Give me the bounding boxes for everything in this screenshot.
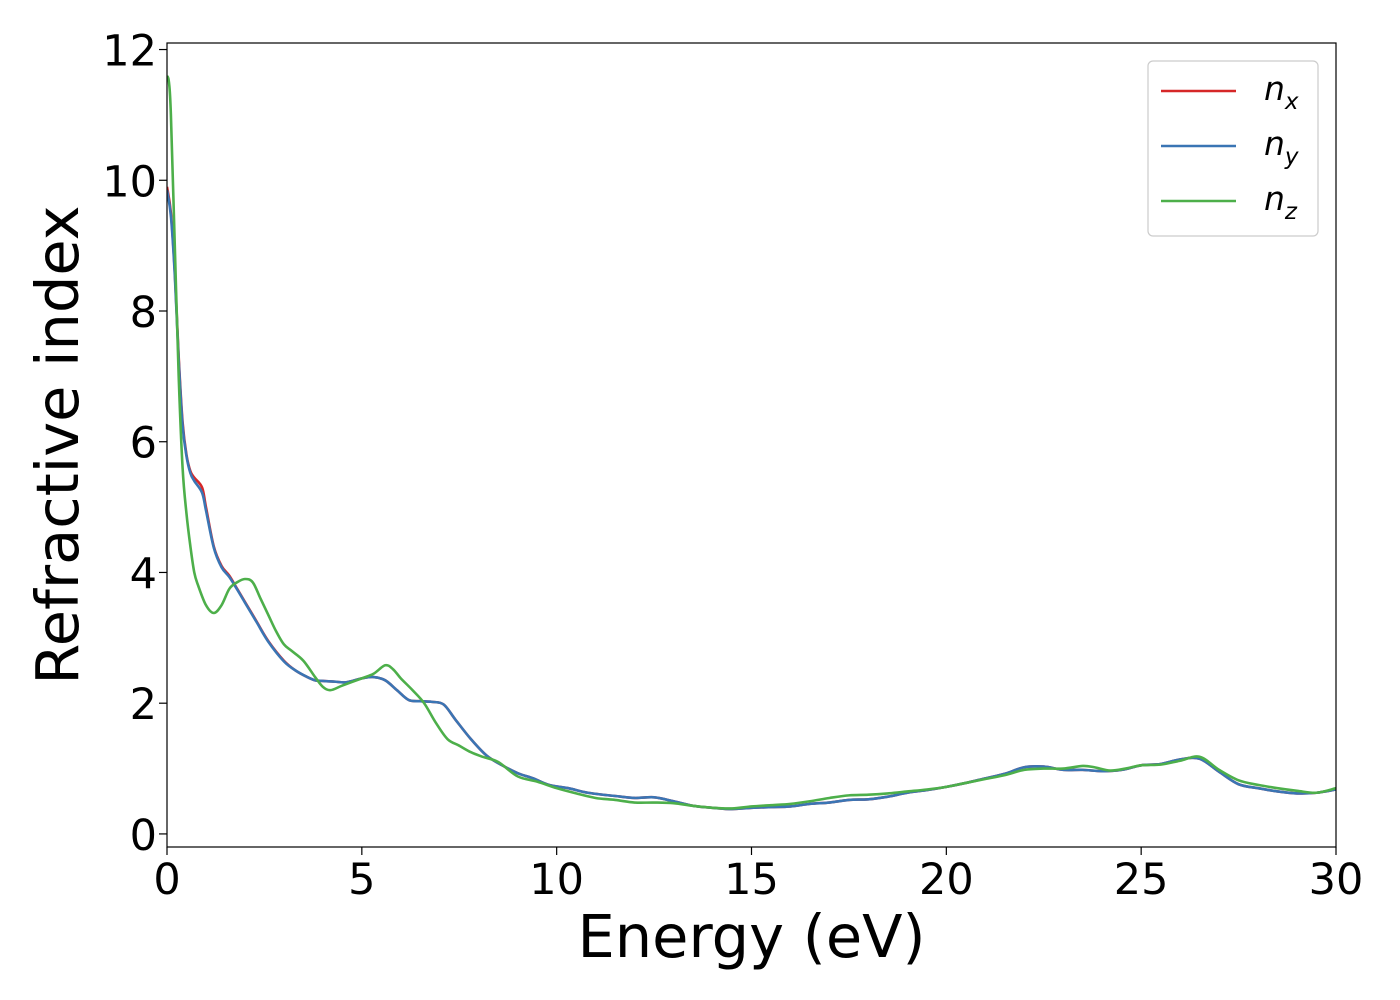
legend-label-z: nz xyxy=(1264,179,1298,225)
x-tick-label: 25 xyxy=(1114,855,1169,905)
series-line-y xyxy=(167,189,1336,811)
x-tick-label: 15 xyxy=(724,855,779,905)
legend-label-y: ny xyxy=(1264,124,1299,170)
legend-label-x: nx xyxy=(1264,69,1299,115)
legend-box xyxy=(1147,60,1319,237)
y-tick-label: 0 xyxy=(130,811,157,861)
x-axis-title: Energy (eV) xyxy=(577,902,925,971)
y-tick-label: 2 xyxy=(130,680,157,730)
x-tick-label: 20 xyxy=(919,855,974,905)
x-axis-ticks: 0 5 10 15 20 25 30 xyxy=(153,847,1363,905)
legend-label-subscript: x xyxy=(1284,89,1299,115)
legend-label-subscript: z xyxy=(1284,199,1298,225)
y-tick-label: 8 xyxy=(130,288,157,338)
y-tick-label: 10 xyxy=(102,157,157,207)
plot-area-frame xyxy=(166,42,1337,848)
y-tick-label: 12 xyxy=(102,27,157,77)
series-line-x xyxy=(167,186,1336,811)
legend-label-subscript: y xyxy=(1284,144,1299,170)
y-axis-title: Refractive index xyxy=(23,205,92,684)
x-tick-label: 5 xyxy=(348,855,375,905)
y-axis-ticks: 0 2 4 6 8 10 12 xyxy=(102,27,167,861)
series-lines xyxy=(167,75,1336,811)
y-tick-label: 4 xyxy=(130,549,157,599)
x-tick-label: 30 xyxy=(1309,855,1364,905)
series-line-z xyxy=(167,75,1336,810)
x-tick-label: 0 xyxy=(153,855,180,905)
x-tick-label: 10 xyxy=(529,855,584,905)
y-tick-label: 6 xyxy=(130,419,157,469)
legend-label-base: n xyxy=(1264,69,1285,108)
legend-label-base: n xyxy=(1264,179,1285,218)
legend-label-base: n xyxy=(1264,124,1285,163)
